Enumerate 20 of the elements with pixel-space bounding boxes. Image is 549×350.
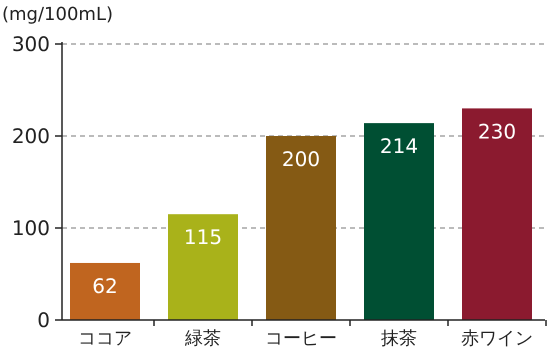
x-tick-label: 緑茶 bbox=[184, 328, 221, 349]
data-label: 200 bbox=[282, 147, 320, 171]
y-tick-label: 0 bbox=[37, 308, 50, 332]
y-tick-label: 200 bbox=[12, 124, 50, 148]
data-label: 62 bbox=[92, 274, 118, 298]
x-tick-label: ココア bbox=[78, 328, 132, 349]
data-label: 230 bbox=[478, 119, 516, 144]
bar bbox=[364, 123, 434, 320]
y-tick-label: 100 bbox=[12, 216, 50, 240]
bar bbox=[462, 108, 532, 320]
x-tick-label: 赤ワイン bbox=[461, 328, 533, 349]
y-axis-title: (mg/100mL) bbox=[2, 4, 113, 25]
x-tick-label: コーヒー bbox=[265, 328, 337, 349]
y-tick-label: 300 bbox=[12, 32, 50, 56]
bar bbox=[266, 136, 336, 320]
bar bbox=[168, 214, 238, 320]
bar bbox=[70, 262, 140, 320]
x-tick-label: 抹茶 bbox=[381, 328, 417, 349]
data-label: 214 bbox=[380, 134, 418, 158]
data-label: 115 bbox=[184, 225, 222, 250]
